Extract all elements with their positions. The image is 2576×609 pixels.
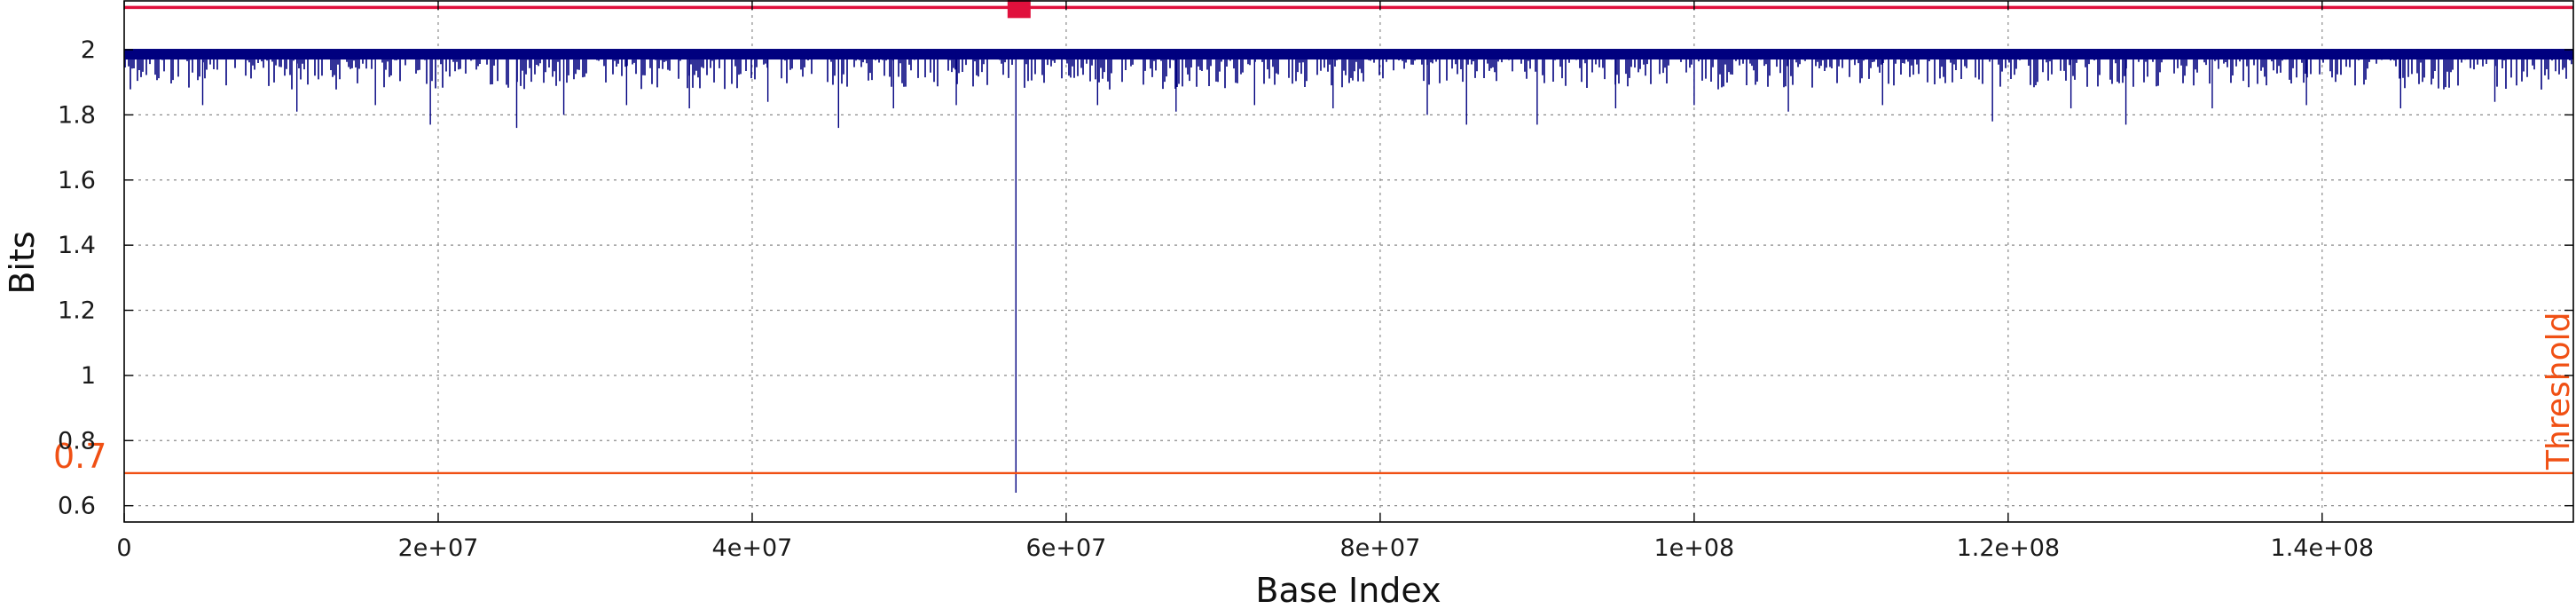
- threshold-value-label: 0.7: [53, 437, 106, 476]
- y-tick-label: 1.8: [58, 101, 96, 129]
- y-tick-label: 0.6: [58, 493, 96, 520]
- x-tick-label: 1.2e+08: [1957, 534, 2061, 562]
- y-tick-label: 1: [81, 362, 96, 390]
- series-bits: [124, 49, 2573, 493]
- x-tick-label: 4e+07: [712, 534, 793, 562]
- x-tick-label: 8e+07: [1340, 534, 1421, 562]
- axis-ticks: 0 2e+07 4e+07 6e+07 8e+07 1e+08 1.2e+08 1.4e+08…: [58, 1, 2573, 562]
- threshold-label: Threshold: [2541, 312, 2576, 471]
- x-tick-label: 1.4e+08: [2271, 534, 2375, 562]
- plot-frame: [123, 0, 2574, 523]
- y-tick-label: 1.4: [58, 232, 96, 259]
- x-tick-label: 0: [116, 534, 131, 562]
- x-tick-label: 1e+08: [1653, 534, 1734, 562]
- peak-marker: [1007, 0, 1031, 19]
- x-tick-label: 6e+07: [1026, 534, 1107, 562]
- y-tick-label: 2: [81, 36, 96, 64]
- y-tick-label: 1.6: [58, 167, 96, 194]
- x-axis-title: Base Index: [1255, 571, 1441, 609]
- gridlines: [124, 1, 2573, 522]
- x-tick-label: 2e+07: [398, 534, 479, 562]
- y-axis-title: Bits: [3, 231, 42, 294]
- series-bits-dense-band: [124, 49, 2573, 60]
- y-tick-label: 0.8: [58, 427, 96, 455]
- reference-lines: 0.7 Threshold: [53, 0, 2576, 476]
- y-tick-label: 1.2: [58, 297, 96, 325]
